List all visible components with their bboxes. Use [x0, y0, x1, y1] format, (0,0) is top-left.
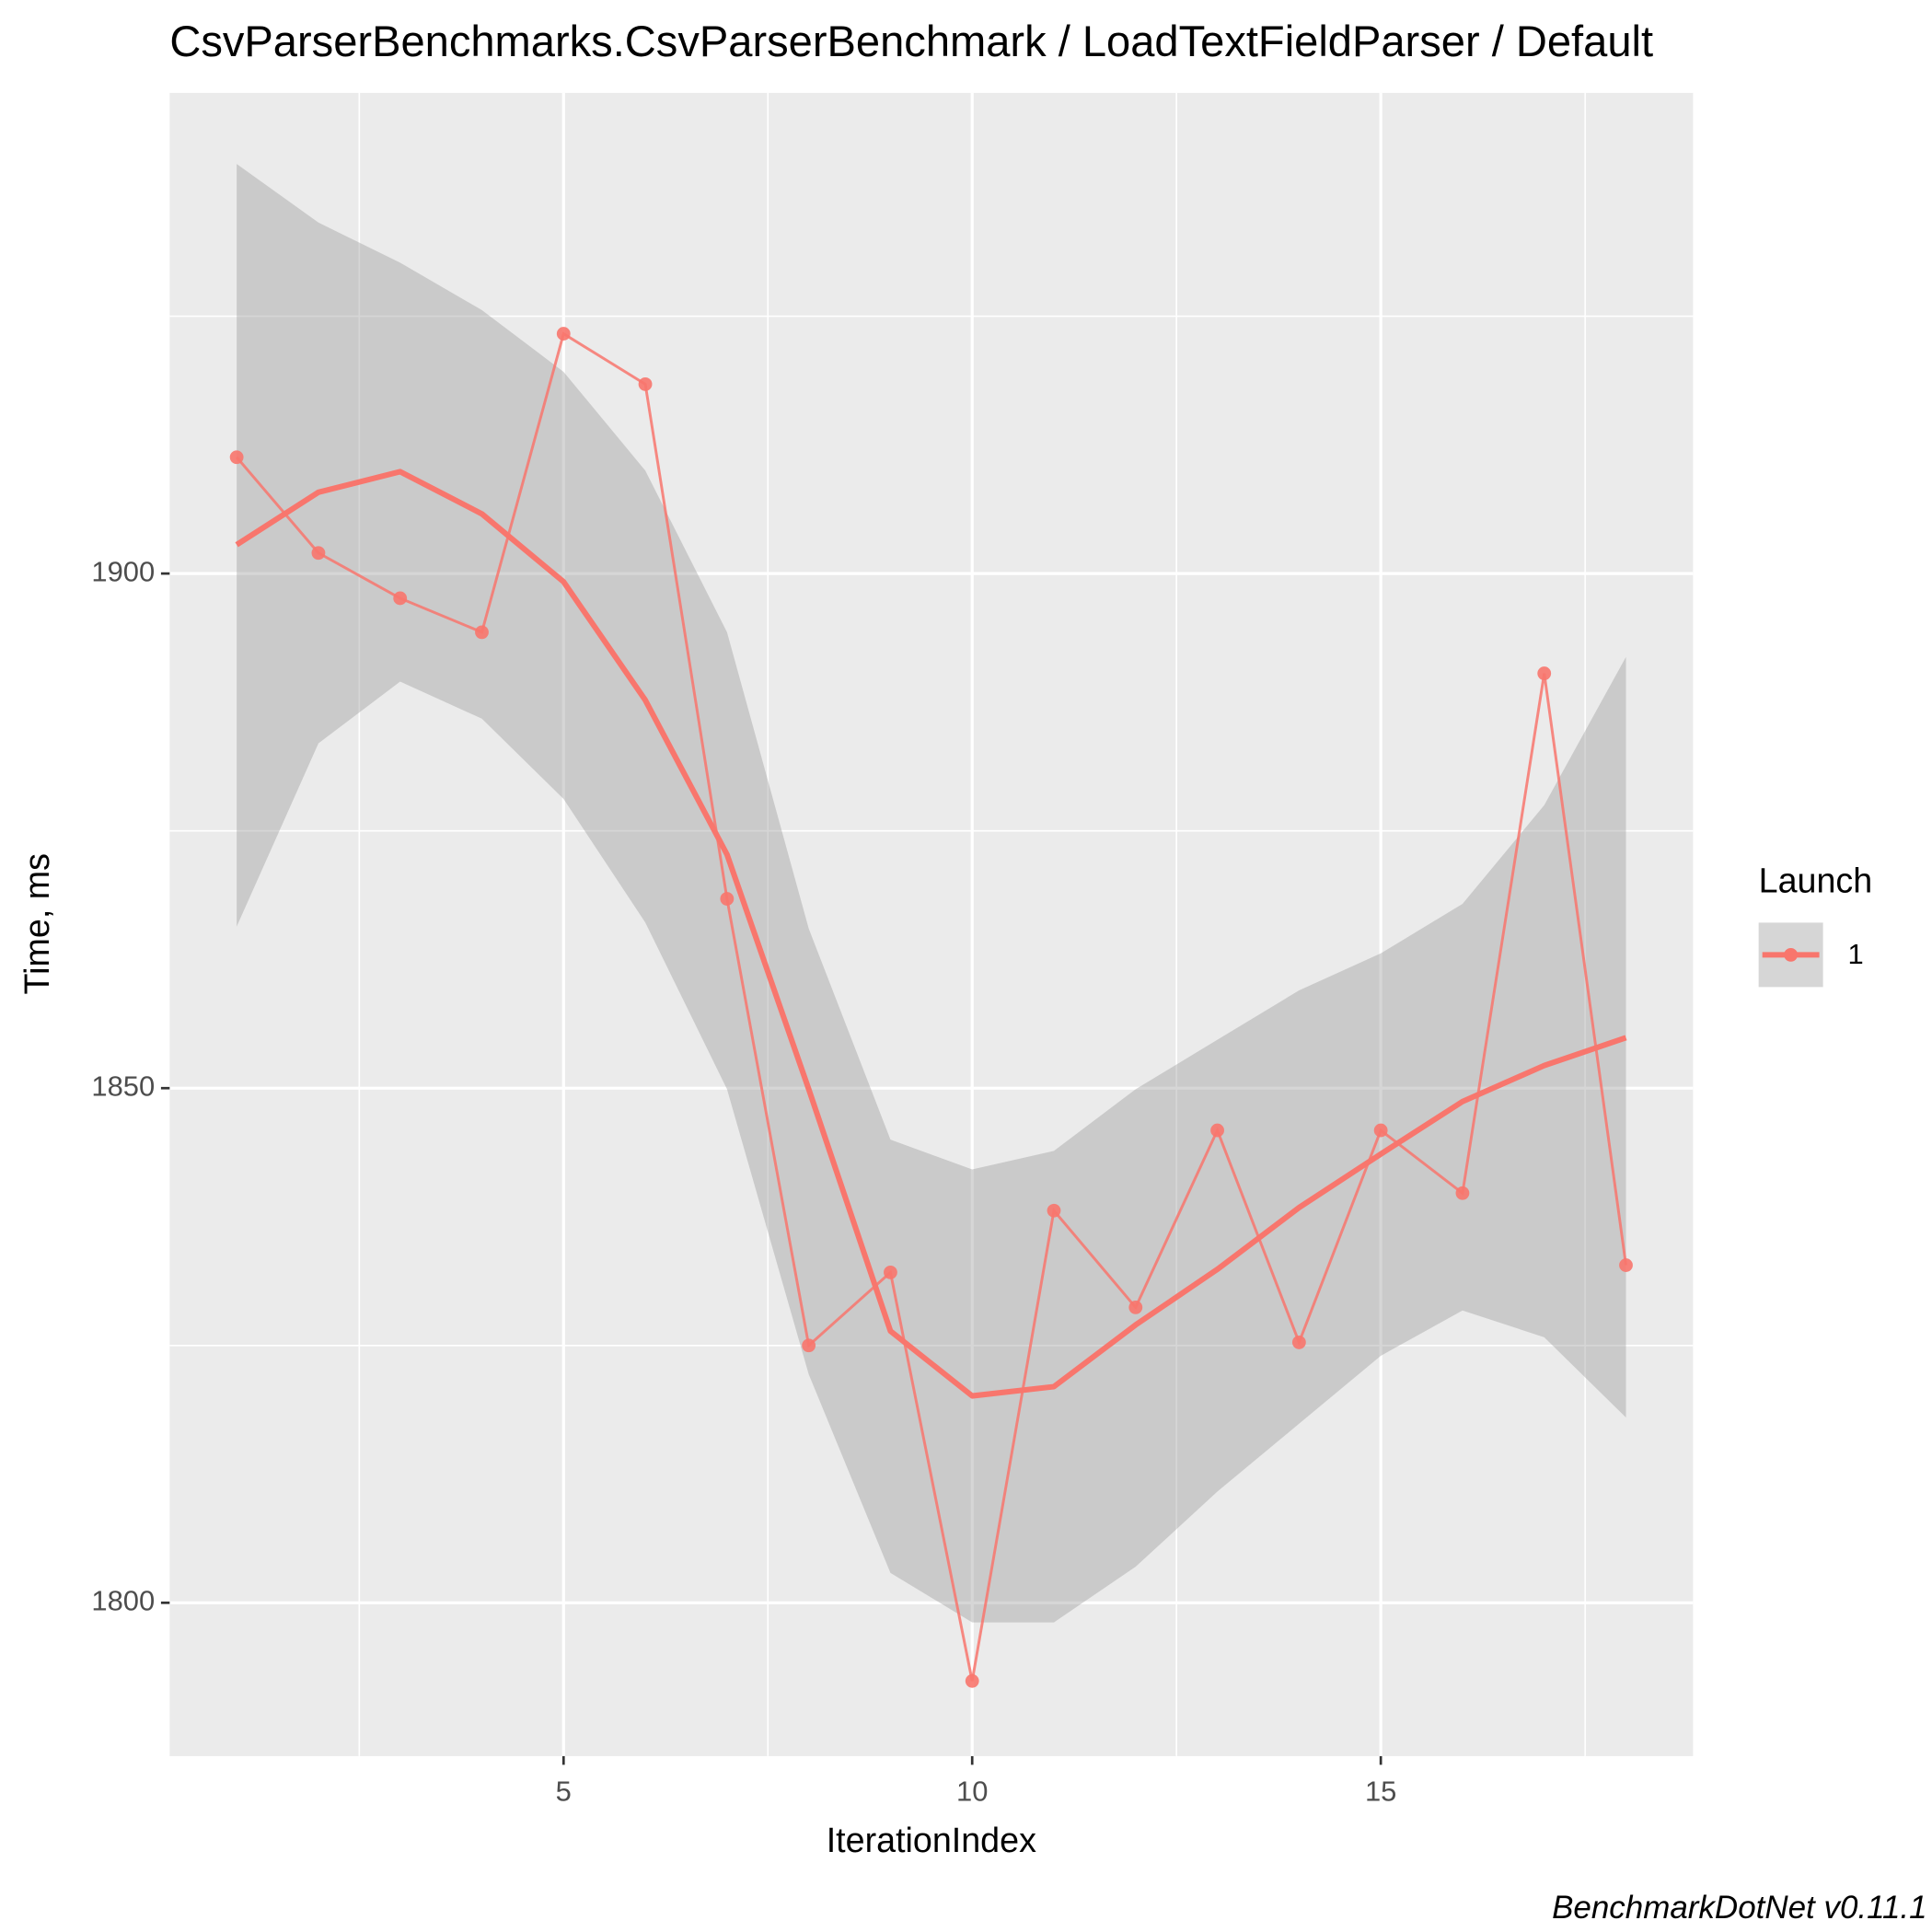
data-point [884, 1265, 897, 1279]
data-point [556, 327, 571, 341]
series-line [236, 331, 1627, 1682]
x-tick-label: 5 [556, 1775, 572, 1807]
data-point [393, 591, 408, 606]
data-point [229, 450, 244, 465]
smooth-line [235, 469, 1627, 1399]
y-tick-label: 1850 [91, 1070, 155, 1102]
data-point [1537, 666, 1552, 680]
legend: 1 [1758, 922, 1864, 988]
data-point [965, 1673, 979, 1688]
data-point [475, 625, 489, 640]
x-axis-title: IterationIndex [827, 1821, 1036, 1859]
y-tick-label: 1900 [91, 555, 155, 587]
data-point [802, 1338, 816, 1353]
data-point [720, 892, 735, 906]
x-tick-label: 10 [956, 1775, 988, 1807]
data-point [1619, 1258, 1633, 1272]
chart-title: CsvParserBenchmarks.CsvParserBenchmark /… [169, 17, 1653, 65]
data-point [638, 376, 653, 391]
data-point [1047, 1203, 1061, 1218]
legend-point [1784, 947, 1799, 962]
data-point [1210, 1123, 1224, 1138]
caption: BenchmarkDotNet v0.11.1 [1552, 1890, 1927, 1926]
x-tick-label: 15 [1365, 1775, 1396, 1807]
data-point [1128, 1300, 1143, 1314]
plot-area [229, 164, 1633, 1688]
data-point [1455, 1186, 1470, 1200]
grid [169, 92, 1694, 1756]
legend-label: 1 [1848, 938, 1864, 970]
legend-title: Launch [1759, 861, 1873, 899]
y-axis-title: Time, ms [17, 853, 56, 994]
data-point [1291, 1336, 1306, 1349]
y-tick-label: 1800 [91, 1584, 155, 1616]
data-point [1373, 1123, 1388, 1138]
confidence-band [237, 164, 1626, 1623]
data-point [311, 546, 326, 561]
